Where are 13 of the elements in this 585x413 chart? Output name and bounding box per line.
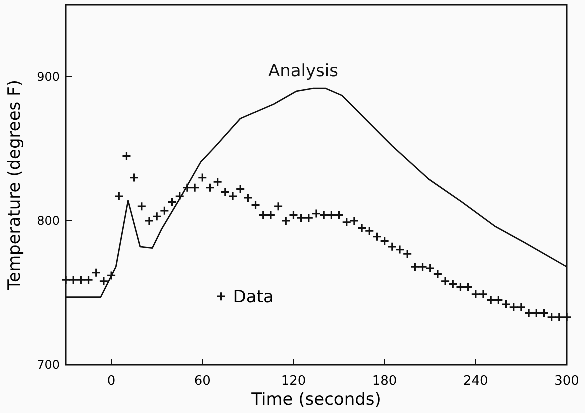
x-tick-label: 300 <box>554 374 580 389</box>
x-tick-label: 0 <box>107 374 116 389</box>
y-tick-label: 900 <box>37 70 60 84</box>
legend-label: Data <box>233 288 274 308</box>
x-tick-label: 240 <box>463 374 488 389</box>
y-tick-label: 800 <box>37 214 60 228</box>
x-axis-title: Time (seconds) <box>250 390 382 410</box>
y-axis-title: Temperature (degrees F) <box>5 80 25 291</box>
x-tick-label: 120 <box>281 374 306 389</box>
y-tick-label: 700 <box>37 358 60 372</box>
x-tick-label: 60 <box>194 374 211 389</box>
series-label: Analysis <box>268 62 339 82</box>
x-tick-label: 180 <box>372 374 398 389</box>
